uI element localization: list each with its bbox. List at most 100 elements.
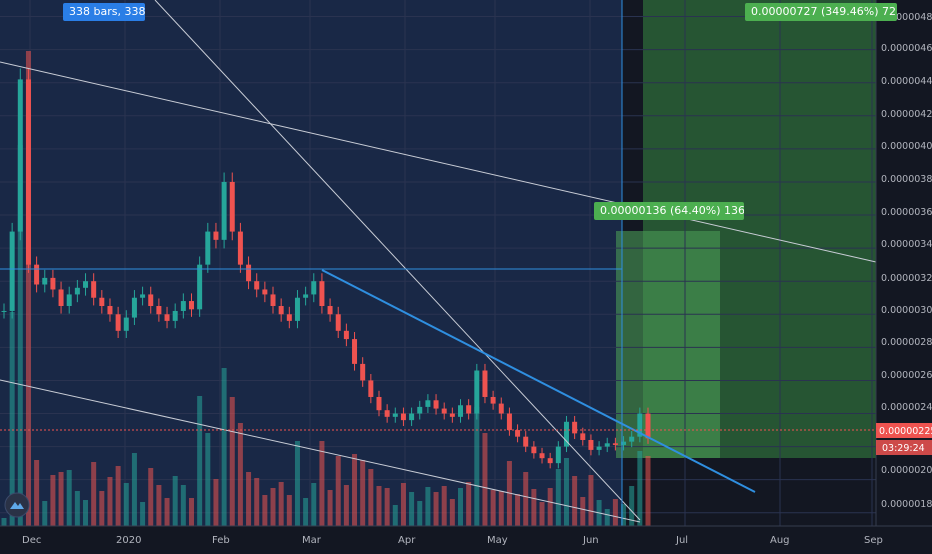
tradingview-logo-icon[interactable] — [4, 492, 30, 518]
candle-body — [498, 403, 504, 414]
countdown-tag — [876, 440, 932, 455]
volume-bar — [563, 458, 569, 526]
volume-bar — [629, 486, 635, 526]
volume-bar — [555, 469, 561, 526]
candle-body — [327, 306, 333, 315]
volume-bar — [229, 397, 235, 526]
candle-body — [555, 446, 561, 464]
candle-body — [58, 289, 64, 307]
volume-bar — [425, 487, 431, 526]
volume-bar — [523, 472, 529, 526]
volume-bar — [66, 470, 72, 526]
x-axis-tick-label: Feb — [212, 535, 230, 546]
volume-bar — [498, 491, 504, 526]
volume-bar — [319, 441, 325, 526]
volume-bar — [515, 494, 521, 526]
volume-bar — [34, 460, 40, 526]
candle-body — [629, 436, 635, 442]
candle-body — [246, 264, 252, 282]
volume-bar — [221, 368, 227, 526]
volume-bar — [466, 482, 472, 526]
volume-bar — [58, 472, 64, 526]
volume-bar — [197, 396, 203, 526]
volume-bar — [115, 466, 121, 526]
volume-bar — [156, 485, 162, 526]
candle-body — [197, 264, 203, 310]
countdown-label: 03:29:24 — [882, 443, 925, 454]
volume-bar — [140, 502, 146, 526]
x-axis-tick-label: Jul — [675, 535, 688, 546]
volume-bar — [417, 501, 423, 526]
volume-bar — [278, 482, 284, 526]
candle-body — [1, 310, 7, 312]
x-axis-tick-label: Dec — [22, 535, 41, 546]
volume-bar — [637, 451, 643, 526]
candle-body — [621, 441, 627, 445]
candle-body — [34, 264, 40, 285]
volume-bar — [172, 476, 178, 526]
trend-line-lower — [0, 379, 641, 523]
volume-bar — [99, 491, 105, 526]
price-tag-label: 0.00000225 — [879, 426, 932, 437]
candle-body — [205, 231, 211, 265]
candle-body — [384, 410, 390, 417]
candle-body — [115, 314, 121, 331]
volume-bar — [604, 509, 610, 526]
candle-body — [360, 363, 366, 381]
candle-body — [352, 339, 358, 364]
volume-bar — [303, 498, 309, 526]
volume-bar — [25, 51, 31, 526]
candle-body — [107, 306, 113, 315]
x-axis-tick-label: 2020 — [116, 535, 141, 546]
candle-body — [417, 406, 423, 414]
candle-body — [368, 380, 374, 397]
volume-bar — [645, 456, 651, 526]
volume-bar — [327, 490, 333, 526]
candle-body — [637, 413, 643, 437]
candle-body — [506, 413, 512, 431]
candle-body — [50, 277, 56, 290]
candle-body — [441, 408, 447, 414]
candle-body — [425, 400, 431, 407]
candle-body — [262, 289, 268, 295]
candle-body — [490, 396, 496, 404]
candle-body — [539, 453, 545, 459]
candle-body — [131, 297, 137, 318]
candle-body — [254, 281, 260, 290]
volume-bar — [205, 433, 211, 526]
candle-body — [392, 413, 398, 417]
volume-bar — [360, 460, 366, 526]
volume-bar — [286, 495, 292, 526]
volume-bar — [409, 492, 415, 526]
candle-body — [123, 317, 129, 331]
volume-bar — [74, 491, 80, 526]
trend-line-upper — [0, 61, 877, 263]
candle-body — [278, 306, 284, 315]
volume-bar — [384, 488, 390, 526]
volume-bar — [180, 485, 186, 526]
candle-body — [604, 443, 610, 447]
candle-body — [91, 281, 97, 298]
volume-bar — [17, 145, 23, 526]
candle-body — [466, 405, 472, 414]
candle-body — [409, 413, 415, 421]
candle-body — [99, 297, 105, 307]
candle-body — [400, 413, 406, 421]
x-axis-tick-label: Aug — [770, 535, 790, 546]
candle-body — [303, 294, 309, 298]
volume-bar — [482, 433, 488, 526]
candle-body — [9, 231, 15, 311]
volume-bar — [270, 488, 276, 526]
